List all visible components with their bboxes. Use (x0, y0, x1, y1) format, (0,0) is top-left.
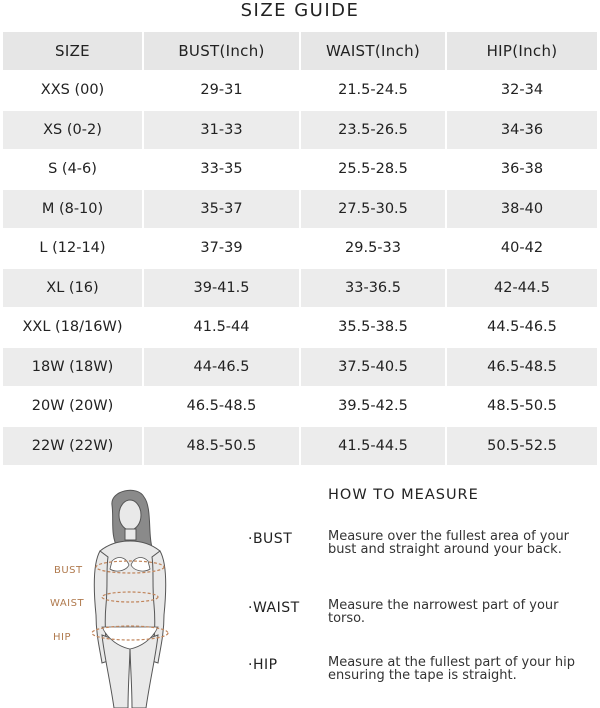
measurement-cell: 36-38 (447, 150, 597, 190)
measurement-cell: 23.5-26.5 (301, 111, 447, 151)
measurement-cell: 35.5-38.5 (301, 308, 447, 348)
measurement-cell: 27.5-30.5 (301, 190, 447, 230)
measure-description: Measure over the fullest area of your bu… (328, 529, 570, 557)
measurement-cell: 48.5-50.5 (447, 387, 597, 427)
size-cell: XXS (00) (3, 71, 144, 111)
measure-description: Measure the narrowest part of your torso… (328, 598, 559, 626)
size-cell: 20W (20W) (3, 387, 144, 427)
size-chart-table: SIZE BUST(Inch) WAIST(Inch) HIP(Inch) XXS (0… (3, 32, 597, 467)
measurement-cell: 32-34 (447, 71, 597, 111)
size-cell: XXL (18/16W) (3, 308, 144, 348)
measurement-cell: 25.5-28.5 (301, 150, 447, 190)
measurement-cell: 21.5-24.5 (301, 71, 447, 111)
hip-figure-label: HIP (53, 632, 71, 643)
measurement-cell: 39-41.5 (144, 269, 301, 309)
body-measurement-illustration: BUST WAIST HIP (40, 485, 240, 708)
measure-label: ·HIP (248, 657, 278, 673)
measurement-cell: 31-33 (144, 111, 301, 151)
size-cell: 18W (18W) (3, 348, 144, 388)
measurement-cell: 29-31 (144, 71, 301, 111)
size-cell: XL (16) (3, 269, 144, 309)
measure-label: ·BUST (248, 531, 293, 547)
column-header: BUST(Inch) (144, 32, 301, 72)
waist-figure-label: WAIST (50, 598, 85, 609)
measurement-cell: 34-36 (447, 111, 597, 151)
column-header: HIP(Inch) (447, 32, 597, 72)
measurement-cell: 40-42 (447, 229, 597, 269)
measurement-cell: 38-40 (447, 190, 597, 230)
how-to-measure-title: HOW TO MEASURE (328, 487, 479, 503)
measurement-cell: 48.5-50.5 (144, 427, 301, 467)
measure-description: Measure at the fullest part of your hip … (328, 655, 576, 683)
measurement-cell: 46.5-48.5 (144, 387, 301, 427)
measurement-cell: 35-37 (144, 190, 301, 230)
column-header: SIZE (3, 32, 144, 72)
bust-figure-label: BUST (54, 565, 83, 576)
body-figure-icon (91, 489, 169, 708)
measurement-cell: 29.5-33 (301, 229, 447, 269)
measure-label: ·WAIST (248, 600, 300, 616)
measurement-cell: 33-36.5 (301, 269, 447, 309)
size-cell: M (8-10) (3, 190, 144, 230)
measurement-cell: 37-39 (144, 229, 301, 269)
size-cell: S (4-6) (3, 150, 144, 190)
page-title: SIZE GUIDE (240, 0, 360, 21)
size-cell: XS (0-2) (3, 111, 144, 151)
column-header: WAIST(Inch) (301, 32, 447, 72)
measurement-cell: 50.5-52.5 (447, 427, 597, 467)
measurement-cell: 44-46.5 (144, 348, 301, 388)
size-cell: L (12-14) (3, 229, 144, 269)
measurement-cell: 39.5-42.5 (301, 387, 447, 427)
measurement-cell: 33-35 (144, 150, 301, 190)
measurement-cell: 41.5-44.5 (301, 427, 447, 467)
size-cell: 22W (22W) (3, 427, 144, 467)
measurement-cell: 44.5-46.5 (447, 308, 597, 348)
measurement-cell: 46.5-48.5 (447, 348, 597, 388)
measurement-cell: 41.5-44 (144, 308, 301, 348)
measurement-cell: 42-44.5 (447, 269, 597, 309)
measurement-cell: 37.5-40.5 (301, 348, 447, 388)
